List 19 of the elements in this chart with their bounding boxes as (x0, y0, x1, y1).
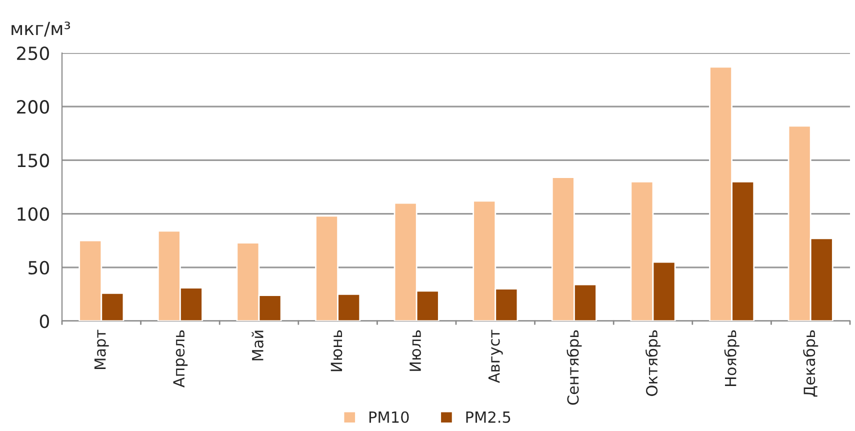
x-tick-label: Апрель (173, 330, 188, 388)
y-tick-label: 250 (17, 46, 49, 60)
y-tick-label: 100 (18, 207, 49, 221)
x-tick-label: Октябрь (645, 330, 661, 396)
y-tick-label: 50 (28, 260, 49, 275)
y-tick-label: 150 (18, 154, 49, 168)
x-tick-label: Сентябрь (566, 330, 582, 405)
x-tick-label: Декабрь (803, 330, 818, 397)
x-tick-label: Июнь (330, 330, 342, 372)
x-tick-label: Май (252, 330, 264, 360)
x-tick-label: Август (488, 330, 503, 384)
legend-label: PM2.5 (466, 411, 510, 423)
x-tick-label: Ноябрь (724, 330, 740, 386)
legend-label: PM10 (369, 411, 409, 423)
y-axis-title: мкг/м³ (12, 22, 70, 37)
x-tick-label: Март (94, 330, 109, 369)
y-tick-label: 0 (40, 314, 49, 328)
y-tick-label: 200 (17, 100, 49, 114)
x-tick-label: Июль (410, 330, 422, 371)
